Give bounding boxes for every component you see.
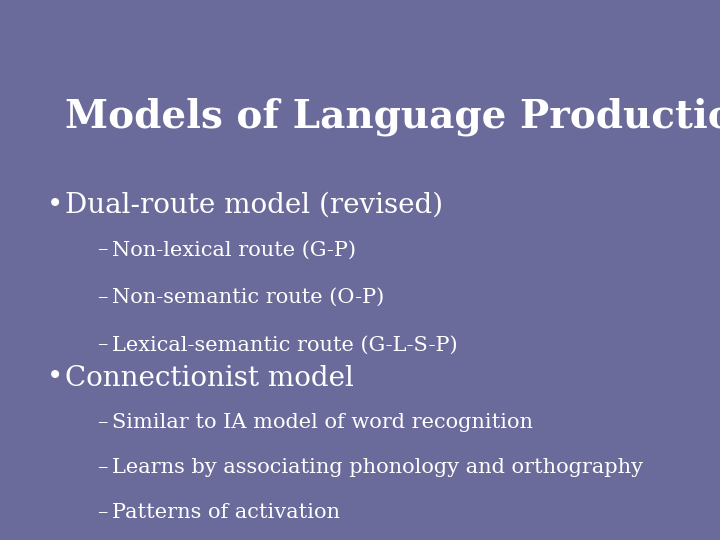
- Text: Learns by associating phonology and orthography: Learns by associating phonology and orth…: [112, 458, 643, 477]
- Text: –: –: [97, 503, 107, 522]
- Text: •: •: [47, 364, 63, 391]
- Text: –: –: [97, 413, 107, 432]
- Text: –: –: [97, 240, 107, 259]
- Text: Lexical-semantic route (G-L-S-P): Lexical-semantic route (G-L-S-P): [112, 335, 457, 354]
- Text: –: –: [97, 288, 107, 307]
- Text: Similar to IA model of word recognition: Similar to IA model of word recognition: [112, 413, 533, 432]
- Text: –: –: [97, 458, 107, 477]
- Text: Non-semantic route (O-P): Non-semantic route (O-P): [112, 288, 384, 307]
- Text: Non-lexical route (G-P): Non-lexical route (G-P): [112, 240, 356, 259]
- Text: Models of Language Production: Models of Language Production: [65, 97, 720, 136]
- Text: Patterns of activation: Patterns of activation: [112, 503, 340, 522]
- Text: Dual-route model (revised): Dual-route model (revised): [65, 192, 443, 219]
- Text: Connectionist model: Connectionist model: [65, 364, 354, 391]
- Text: –: –: [97, 335, 107, 354]
- Text: •: •: [47, 192, 63, 219]
